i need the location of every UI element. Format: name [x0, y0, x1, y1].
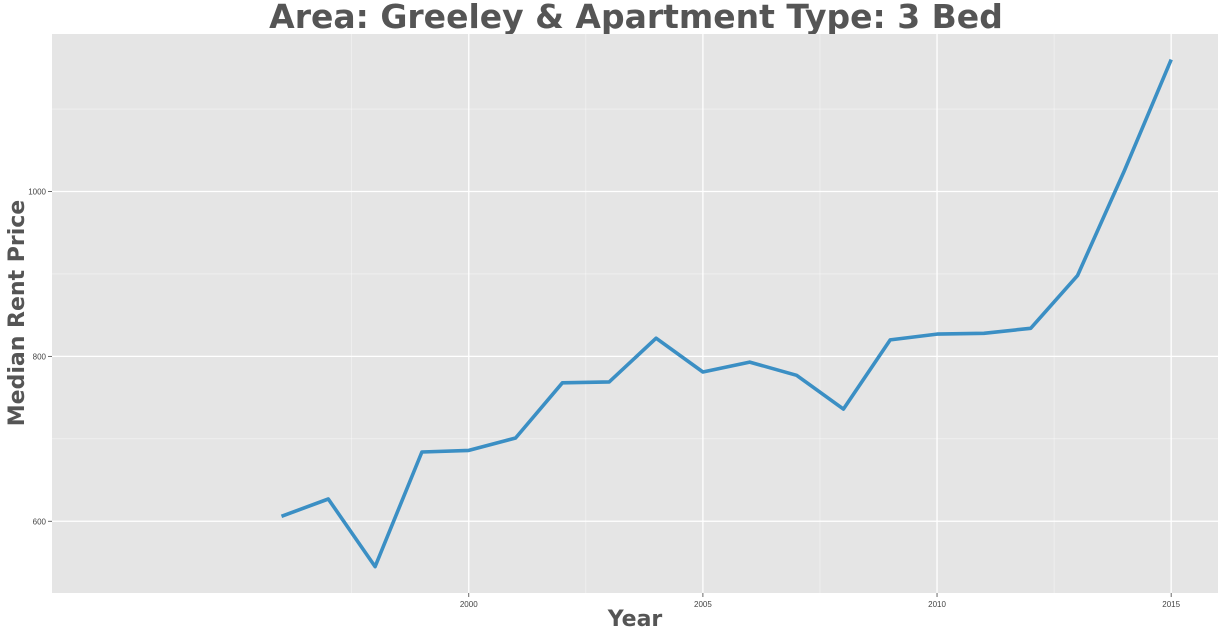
x-tick-label: 2000 [460, 600, 478, 609]
major-gridlines [52, 34, 1218, 593]
y-axis-label: Median Rent Price [5, 200, 30, 426]
x-tick-label: 2005 [694, 600, 712, 609]
y-tick-label: 1000 [28, 187, 46, 196]
series-line [280, 58, 1173, 569]
x-tick-label: 2010 [928, 600, 946, 609]
y-tick-label: 800 [33, 352, 47, 361]
x-tick-label: 2015 [1162, 600, 1180, 609]
series-layer [280, 58, 1173, 569]
x-axis-label: Year [607, 607, 663, 632]
plot-panel [52, 34, 1218, 593]
y-tick-label: 600 [33, 517, 47, 526]
chart-title: Area: Greeley & Apartment Type: 3 Bed [269, 0, 1003, 36]
axis-ticks: 2000 2005 2010 2015 600 800 1000 [28, 187, 1180, 609]
minor-gridlines [52, 34, 1218, 593]
